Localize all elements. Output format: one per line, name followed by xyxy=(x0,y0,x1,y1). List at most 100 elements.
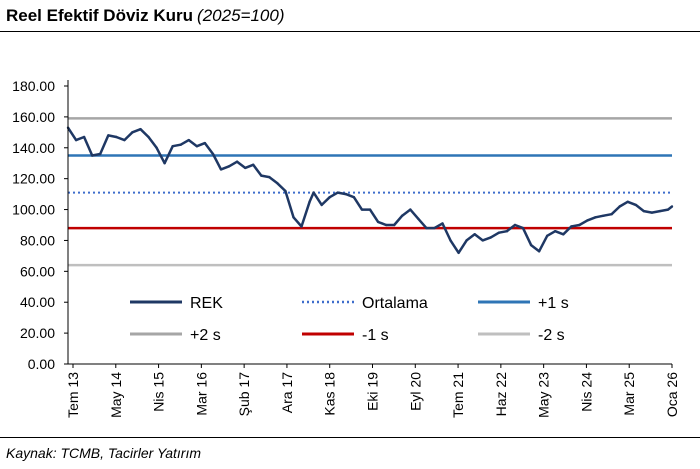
data-point xyxy=(328,196,331,199)
reference-lines xyxy=(68,117,672,267)
y-tick-label: 40.00 xyxy=(20,294,55,310)
data-point xyxy=(409,208,412,211)
data-point xyxy=(155,146,158,149)
y-tick-label: 20.00 xyxy=(20,325,55,341)
data-point xyxy=(473,233,476,236)
legend-label: REK xyxy=(190,295,223,312)
x-tick-label: Tem 21 xyxy=(450,372,466,418)
data-point xyxy=(171,145,174,148)
x-tick-label: Mar 16 xyxy=(193,372,209,416)
x-tick-label: Eyl 20 xyxy=(407,372,423,411)
data-point xyxy=(570,225,573,228)
data-point xyxy=(336,191,339,194)
data-point xyxy=(219,168,223,171)
data-point xyxy=(433,226,436,230)
data-point xyxy=(513,223,517,227)
data-point xyxy=(554,230,557,233)
data-point xyxy=(74,138,78,142)
data-point xyxy=(123,138,126,142)
data-point xyxy=(139,128,142,131)
x-tick-label: Haz 22 xyxy=(493,372,509,417)
x-tick-label: Ara 17 xyxy=(279,372,295,413)
data-point xyxy=(268,175,271,179)
y-tick-label: 60.00 xyxy=(20,263,55,279)
series-line-rek xyxy=(66,127,673,255)
x-tick-label: Tem 13 xyxy=(65,372,81,418)
data-point xyxy=(276,182,279,185)
x-tick-label: Oca 26 xyxy=(664,372,680,417)
data-point xyxy=(529,243,533,247)
data-point xyxy=(602,214,605,217)
legend-label: +1 s xyxy=(538,295,569,312)
data-point xyxy=(107,134,110,137)
legend-label: -1 s xyxy=(362,327,389,344)
data-point xyxy=(163,162,166,165)
source-note: Kaynak: TCMB, Tacirler Yatırım xyxy=(6,445,202,461)
series-rek xyxy=(66,126,674,255)
y-tick-label: 120.00 xyxy=(12,171,55,187)
y-tick-label: 180.00 xyxy=(12,78,55,94)
data-point xyxy=(344,192,347,196)
data-point xyxy=(618,205,621,208)
data-point xyxy=(147,135,150,139)
title-main: Reel Efektif Döviz Kuru xyxy=(6,6,194,25)
data-point xyxy=(489,236,492,239)
data-point xyxy=(308,200,311,203)
data-point xyxy=(505,230,509,233)
data-point xyxy=(376,220,380,224)
data-point xyxy=(481,239,484,242)
data-point xyxy=(227,165,231,168)
data-point xyxy=(115,135,118,139)
x-tick-label: Eki 19 xyxy=(365,372,381,411)
y-tick-label: 140.00 xyxy=(12,140,55,156)
legend: REK Ortalama +1 s +2 s -1 s -2 s xyxy=(130,295,569,344)
title-subtitle: (2025=100) xyxy=(197,6,285,25)
data-point xyxy=(187,138,190,142)
data-point xyxy=(441,222,444,225)
data-point xyxy=(642,209,645,213)
data-point xyxy=(634,203,637,207)
data-point xyxy=(497,231,501,234)
y-axis-ticks: 0.00 20.00 40.00 60.00 80.00 100.00 120.00 140.… xyxy=(12,78,68,372)
data-point xyxy=(425,226,428,230)
data-point xyxy=(401,214,404,217)
y-tick-label: 80.00 xyxy=(20,232,55,248)
data-point xyxy=(521,226,525,230)
data-point xyxy=(537,250,541,253)
data-point xyxy=(312,191,315,194)
data-point xyxy=(91,154,94,157)
x-tick-label: Mar 25 xyxy=(621,372,637,416)
x-tick-label: Şub 17 xyxy=(236,372,252,417)
data-point xyxy=(626,200,629,203)
data-point xyxy=(384,223,388,227)
data-point xyxy=(292,216,295,219)
data-point xyxy=(670,205,674,208)
data-point xyxy=(586,219,589,222)
chart-title: Reel Efektif Döviz Kuru (2025=100) xyxy=(6,6,284,26)
title-rule xyxy=(0,31,700,32)
data-point xyxy=(610,213,613,216)
data-point xyxy=(203,141,207,145)
data-point xyxy=(284,189,287,193)
data-point xyxy=(457,251,460,254)
data-point xyxy=(244,166,247,170)
data-point xyxy=(393,223,396,227)
x-axis-ticks: Tem 13 May 14 Nis 15 Mar 16 Şub 17 Ara 17 Kas … xyxy=(65,364,680,418)
data-point xyxy=(252,163,255,166)
axes xyxy=(67,80,672,365)
data-point xyxy=(658,209,662,213)
data-point xyxy=(594,216,597,219)
data-point xyxy=(368,208,372,211)
legend-label: -2 s xyxy=(538,327,565,344)
data-point xyxy=(235,160,239,163)
data-point xyxy=(666,208,670,211)
data-point xyxy=(300,225,303,228)
data-point xyxy=(82,135,86,139)
data-point xyxy=(179,143,182,146)
x-tick-label: May 14 xyxy=(108,372,124,418)
data-point xyxy=(650,211,654,214)
data-point xyxy=(360,208,364,211)
data-point xyxy=(320,203,323,207)
y-tick-label: 160.00 xyxy=(12,109,55,125)
